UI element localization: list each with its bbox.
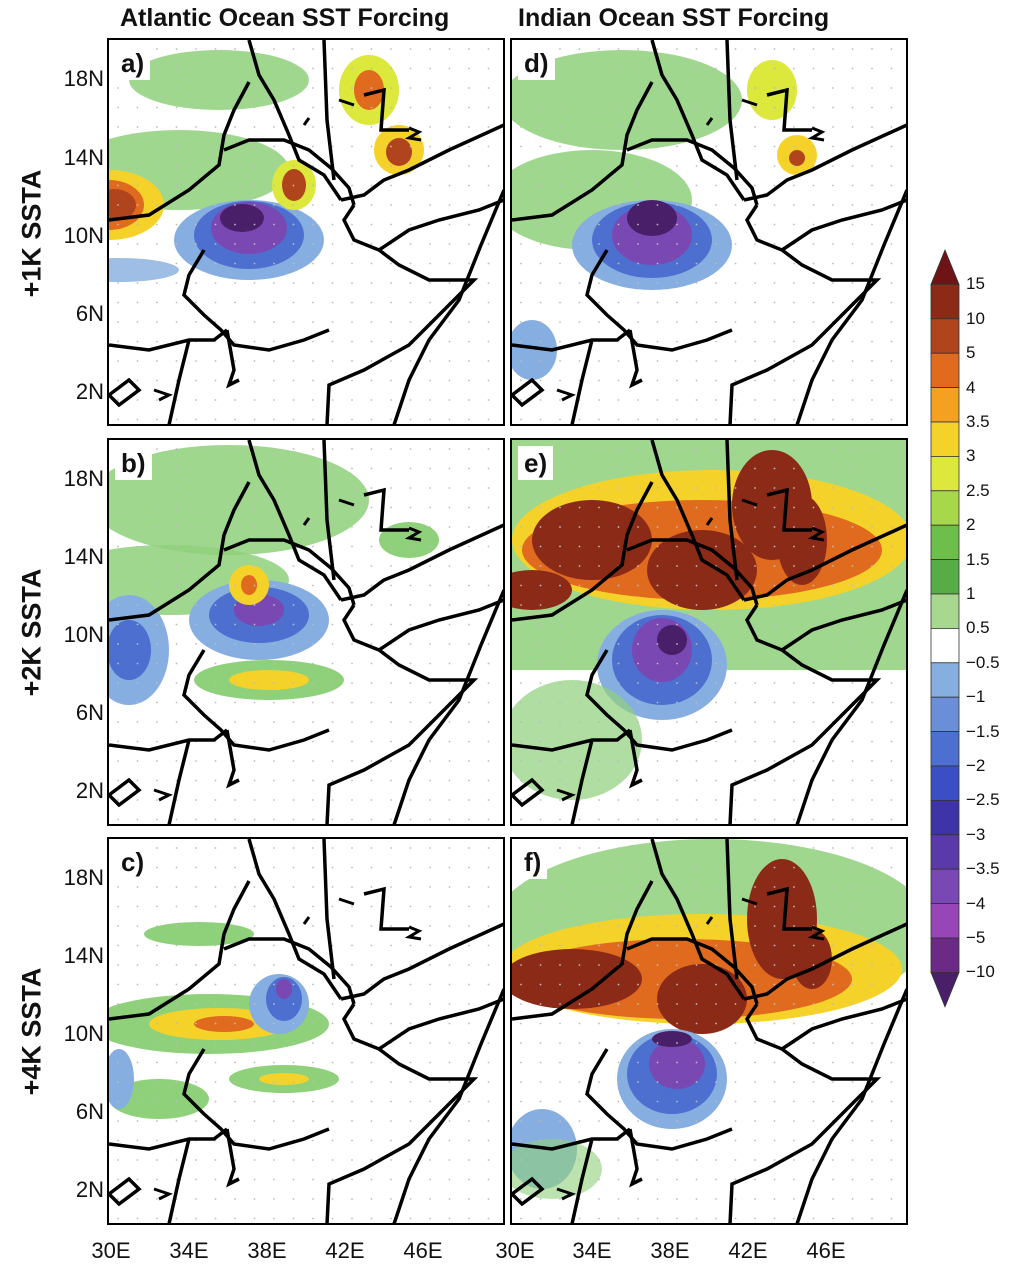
lon-tick: 34E: [169, 1238, 209, 1263]
lat-tick: 6N: [75, 1099, 104, 1124]
lat-tick: 10N: [63, 622, 104, 647]
lat-tick: 14N: [63, 544, 104, 569]
colorbar-segment: [930, 318, 960, 354]
map-panel-c: c): [107, 837, 505, 1225]
colorbar-tick-label: −10: [966, 962, 995, 982]
colorbar-tick-label: −3: [966, 824, 986, 844]
colorbar-tick-label: 3.5: [966, 412, 990, 431]
lon-tick: 30E: [91, 1238, 131, 1263]
colorbar-segment: [930, 937, 960, 973]
colorbar-tick-label: 1: [966, 584, 976, 603]
colorbar-segment: [930, 765, 960, 801]
colorbar-tick-label: 10: [966, 308, 985, 328]
colorbar-tick-label: 5: [966, 343, 976, 363]
colorbar-segment: [930, 524, 960, 561]
colorbar-segment: [930, 593, 960, 629]
colorbar-segment: [930, 800, 960, 836]
lat-tick: 14N: [63, 943, 104, 968]
colorbar-segment: [930, 696, 960, 733]
colorbar-segment: [930, 455, 960, 492]
colorbar-segment: [930, 627, 960, 664]
lat-tick: 2N: [75, 1177, 104, 1202]
lat-tick: 6N: [75, 301, 104, 326]
colorbar-tick-label: 1.5: [966, 549, 990, 569]
map-panel-a: a): [107, 38, 505, 426]
colorbar-segment: [930, 352, 960, 388]
colorbar-tick-label: −5: [966, 928, 986, 947]
lon-tick: 38E: [247, 1238, 287, 1263]
colorbar-segment: [930, 834, 960, 870]
colorbar-segment: [930, 248, 960, 285]
colorbar-segment: [930, 972, 960, 1008]
lon-tick: 42E: [728, 1238, 768, 1263]
lat-tick: 18N: [63, 865, 104, 890]
lon-tick: 46E: [403, 1238, 443, 1263]
colorbar-tick-label: 0.5: [966, 618, 990, 638]
lat-tick: 2N: [75, 379, 104, 404]
lon-tick: 46E: [806, 1238, 846, 1263]
colorbar-tick-label: −2: [966, 756, 986, 775]
lat-tick: 2N: [75, 778, 104, 803]
colorbar-segment: [930, 731, 960, 767]
colorbar-segment: [930, 903, 960, 939]
lon-tick: 34E: [572, 1238, 612, 1263]
lat-tick: 6N: [75, 700, 104, 725]
lon-tick: 38E: [650, 1238, 690, 1263]
panel-label-c: c): [115, 845, 151, 879]
colorbar-segment: [930, 284, 960, 320]
lon-tick: 42E: [325, 1238, 365, 1263]
colorbar-tick-label: 3: [966, 446, 976, 466]
map-panel-f: f): [510, 837, 908, 1225]
colorbar-tick-label: −4: [966, 893, 986, 913]
colorbar-tick-label: −3.5: [966, 859, 1000, 879]
colorbar-tick-label: 2.5: [966, 480, 990, 500]
lat-tick: 18N: [63, 466, 104, 491]
colorbar-tick-label: −1: [966, 687, 986, 707]
colorbar-segment: [930, 421, 960, 457]
column-title-atlantic: Atlantic Ocean SST Forcing: [120, 4, 450, 32]
lat-tick: 14N: [63, 145, 104, 170]
colorbar-tick-label: −0.5: [966, 652, 1000, 672]
column-title-indian: Indian Ocean SST Forcing: [518, 4, 830, 32]
colorbar-segment: [930, 559, 960, 595]
panel-label-e: e): [518, 446, 554, 480]
panel-label-d: d): [518, 46, 555, 80]
map-panel-e: e): [510, 438, 908, 826]
lon-tick: 30E: [495, 1238, 535, 1263]
colorbar-tick-label: −2.5: [966, 790, 1000, 810]
colorbar-tick-label: −1.5: [966, 721, 1000, 741]
colorbar-segment: [930, 490, 960, 526]
lat-tick: 18N: [63, 66, 104, 91]
colorbar-tick-label: 15: [966, 274, 985, 294]
colorbar-tick-label: 2: [966, 515, 976, 535]
panel-label-a: a): [115, 46, 151, 80]
colorbar-segment: [930, 868, 960, 905]
map-panel-b: b): [107, 438, 505, 826]
colorbar: [930, 248, 960, 1008]
colorbar-tick-label: 4: [966, 377, 976, 397]
lat-tick: 10N: [63, 1021, 104, 1046]
colorbar-segment: [930, 387, 960, 423]
colorbar-segment: [930, 662, 960, 698]
panel-label-b: b): [115, 446, 152, 480]
map-panel-d: d): [510, 38, 908, 426]
lat-tick: 10N: [63, 223, 104, 248]
panel-label-f: f): [518, 845, 548, 879]
